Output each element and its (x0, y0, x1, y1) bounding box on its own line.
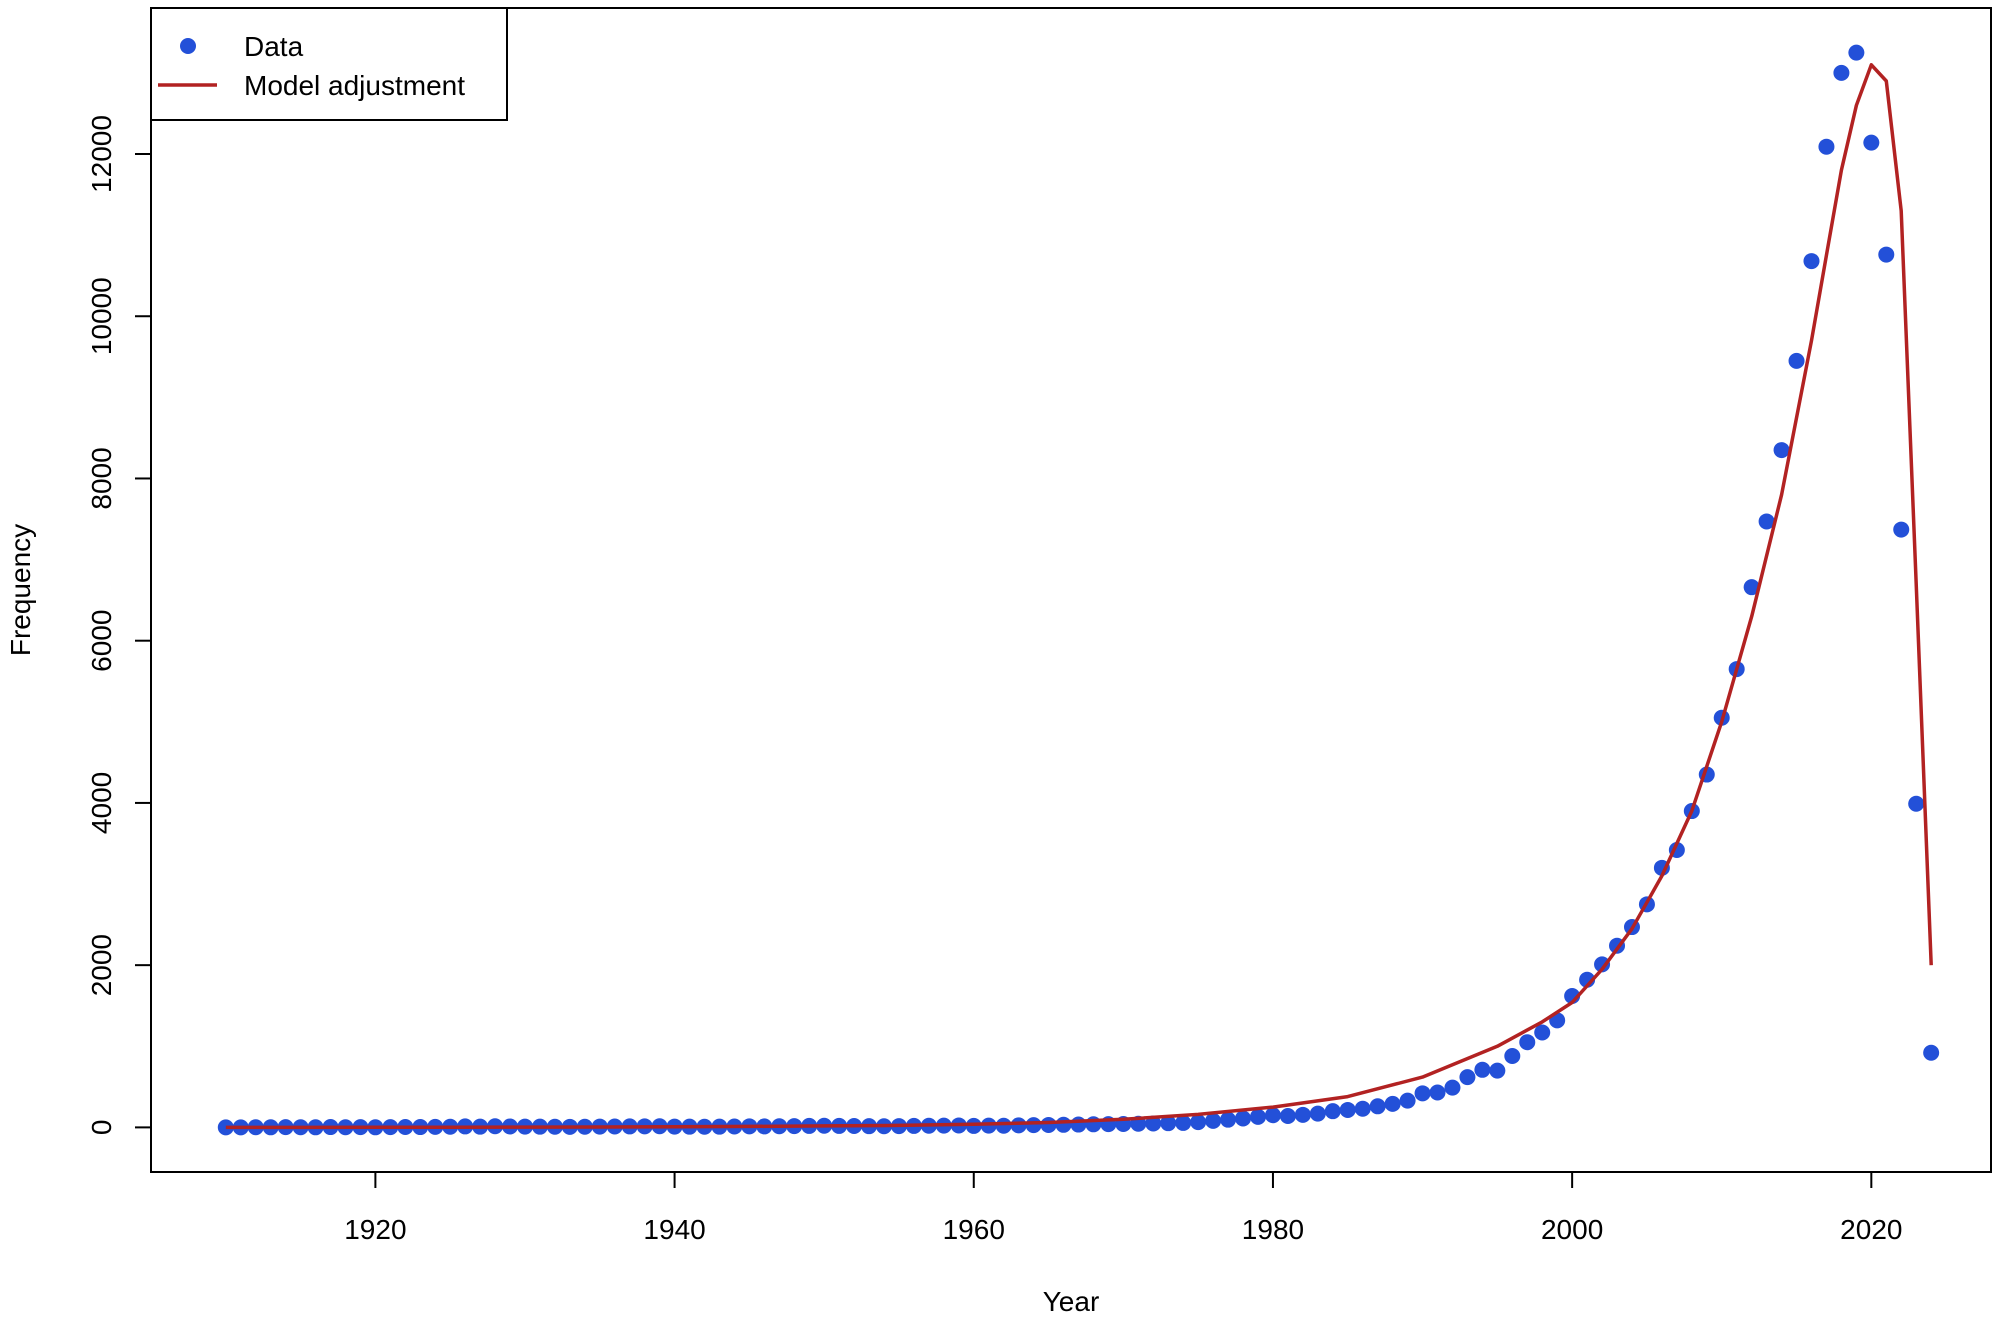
legend: Data Model adjustment (150, 7, 508, 121)
y-tick-label: 12000 (86, 115, 117, 193)
data-point (1459, 1069, 1476, 1086)
data-point (1594, 956, 1611, 973)
y-tick-label: 0 (86, 1120, 117, 1136)
data-point (1010, 1117, 1027, 1134)
data-point (1055, 1116, 1072, 1133)
data-point (1519, 1034, 1536, 1051)
data-point (1384, 1095, 1401, 1112)
data-point (1264, 1107, 1281, 1124)
data-point (1848, 44, 1865, 61)
data-point (1893, 521, 1910, 538)
data-point (1070, 1116, 1087, 1133)
series-layer (217, 44, 1940, 1136)
data-point (1534, 1024, 1551, 1041)
data-point (1399, 1092, 1416, 1109)
x-tick-label: 1960 (943, 1214, 1005, 1245)
data-point (1923, 1044, 1940, 1061)
data-point (1175, 1114, 1192, 1131)
legend-label-model: Model adjustment (244, 70, 465, 101)
y-axis: 0 2000 4000 6000 8000 10000 12000 (86, 115, 152, 1136)
data-point (1863, 134, 1880, 151)
data-point (1160, 1115, 1177, 1132)
model-adjustment-line (225, 63, 1933, 1130)
data-point (1504, 1048, 1521, 1065)
legend-box (150, 7, 508, 121)
legend-point-marker (180, 38, 196, 54)
y-tick-label: 4000 (86, 772, 117, 834)
data-point (1444, 1079, 1461, 1096)
y-axis-label: Frequency (5, 524, 36, 656)
data-point (1878, 246, 1895, 263)
data-point (1354, 1100, 1371, 1117)
data-point (1429, 1084, 1446, 1101)
data-point (1145, 1115, 1162, 1132)
data-point (217, 1119, 234, 1136)
data-point (995, 1117, 1012, 1134)
legend-label-data: Data (244, 31, 304, 62)
x-tick-label: 1920 (344, 1214, 406, 1245)
data-point (1908, 795, 1925, 812)
data-point (1369, 1098, 1386, 1115)
data-point (1294, 1106, 1311, 1123)
data-point (1025, 1117, 1042, 1134)
data-point (1743, 579, 1760, 596)
data-point (1818, 138, 1835, 155)
x-tick-label: 1980 (1242, 1214, 1304, 1245)
data-point (1040, 1116, 1057, 1133)
y-tick-label: 8000 (86, 447, 117, 509)
data-point (1414, 1085, 1431, 1102)
data-point (1803, 253, 1820, 270)
data-point (1788, 352, 1805, 369)
x-axis: 1920 1940 1960 1980 2000 2020 (344, 1171, 1902, 1245)
data-point (1758, 513, 1775, 530)
data-point (1205, 1112, 1222, 1129)
data-point (1235, 1110, 1252, 1127)
data-point (1249, 1108, 1266, 1125)
x-tick-label: 2000 (1541, 1214, 1603, 1245)
data-point (1309, 1105, 1326, 1122)
data-point (1339, 1101, 1356, 1118)
plot-frame (150, 7, 1992, 1173)
data-point (1773, 442, 1790, 459)
data-point (1220, 1111, 1237, 1128)
x-tick-label: 2020 (1840, 1214, 1902, 1245)
x-axis-label: Year (1043, 1286, 1100, 1317)
data-point (1190, 1114, 1207, 1131)
y-tick-label: 2000 (86, 934, 117, 996)
data-point (1324, 1103, 1341, 1120)
data-point (1474, 1061, 1491, 1078)
data-point (1279, 1108, 1296, 1125)
data-point (1489, 1062, 1506, 1079)
y-tick-label: 6000 (86, 610, 117, 672)
y-tick-label: 10000 (86, 277, 117, 355)
x-tick-label: 1940 (643, 1214, 705, 1245)
data-point (1833, 64, 1850, 81)
